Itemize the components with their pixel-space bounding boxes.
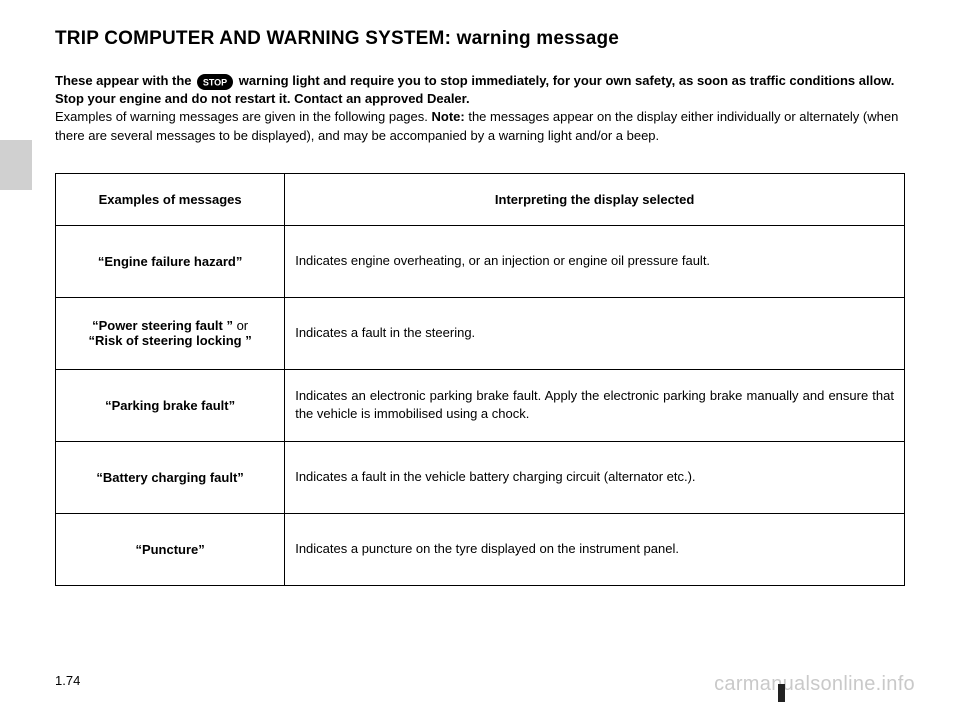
- message-text: “Engine failure hazard”: [98, 254, 242, 269]
- table-header-interpretation: Interpreting the display selected: [285, 173, 905, 225]
- page-number: 1.74: [55, 673, 80, 688]
- table-header-messages: Examples of messages: [56, 173, 285, 225]
- warning-messages-table: Examples of messages Interpreting the di…: [55, 173, 905, 586]
- table-row: “Parking brake fault” Indicates an elect…: [56, 369, 905, 441]
- interpretation-cell: Indicates engine overheating, or an inje…: [285, 225, 905, 297]
- table-row: “Power steering fault ” or “Risk of stee…: [56, 297, 905, 369]
- interpretation-cell: Indicates an electronic parking brake fa…: [285, 369, 905, 441]
- intro-note-label: Note:: [432, 109, 465, 124]
- intro-normal-before-note: Examples of warning messages are given i…: [55, 109, 432, 124]
- interpretation-cell: Indicates a fault in the vehicle battery…: [285, 441, 905, 513]
- table-row: “Engine failure hazard” Indicates engine…: [56, 225, 905, 297]
- message-cell: “Engine failure hazard”: [56, 225, 285, 297]
- message-suffix: or: [233, 318, 248, 333]
- table-row: “Battery charging fault” Indicates a fau…: [56, 441, 905, 513]
- message-text: “Power steering fault ”: [92, 318, 233, 333]
- message-text: “Parking brake fault”: [105, 398, 235, 413]
- message-cell: “Battery charging fault”: [56, 441, 285, 513]
- watermark-text: carmanualsonline.info: [714, 673, 915, 696]
- table-header-row: Examples of messages Interpreting the di…: [56, 173, 905, 225]
- message-text: “Battery charging fault”: [96, 470, 243, 485]
- page-title: TRIP COMPUTER AND WARNING SYSTEM: warnin…: [55, 28, 905, 50]
- interpretation-cell: Indicates a fault in the steering.: [285, 297, 905, 369]
- message-cell: “Puncture”: [56, 513, 285, 585]
- chapter-tab: [0, 140, 32, 190]
- intro-paragraph: These appear with the STOP warning light…: [55, 72, 905, 145]
- intro-bold-before-icon: These appear with the: [55, 73, 195, 88]
- crop-mark: [778, 684, 785, 702]
- interpretation-cell: Indicates a puncture on the tyre display…: [285, 513, 905, 585]
- stop-icon: STOP: [197, 74, 233, 90]
- message-cell: “Parking brake fault”: [56, 369, 285, 441]
- message-text: “Puncture”: [135, 542, 204, 557]
- message-cell: “Power steering fault ” or “Risk of stee…: [56, 297, 285, 369]
- manual-page: TRIP COMPUTER AND WARNING SYSTEM: warnin…: [0, 0, 960, 710]
- table-row: “Puncture” Indicates a puncture on the t…: [56, 513, 905, 585]
- message-text-line2: “Risk of steering locking ”: [88, 333, 251, 348]
- svg-text:STOP: STOP: [203, 77, 227, 87]
